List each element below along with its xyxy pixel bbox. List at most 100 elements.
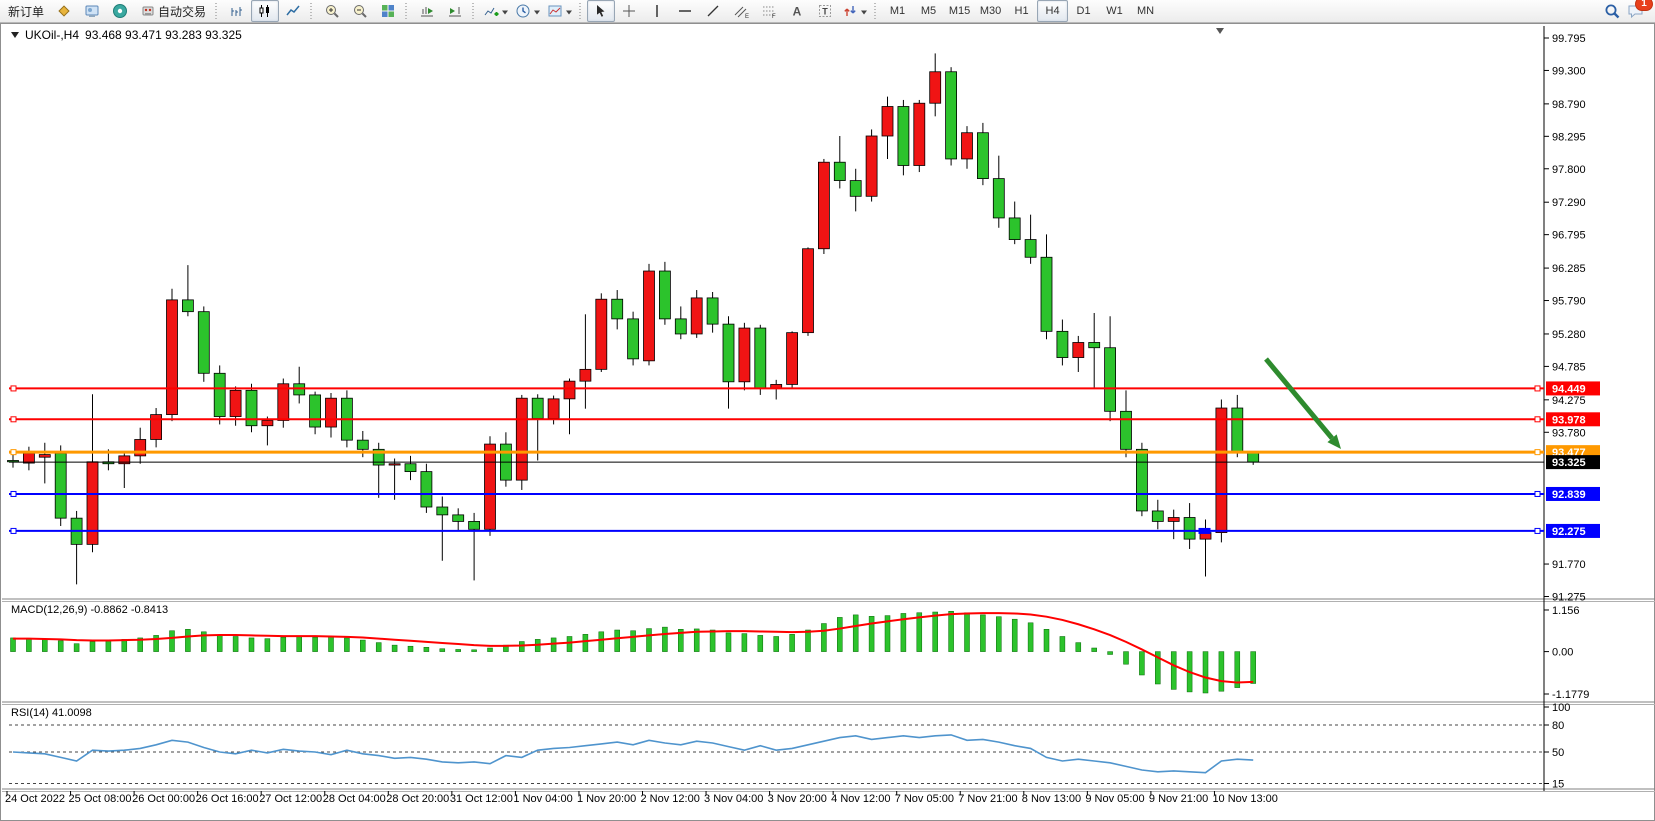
autotrading-button[interactable]: 自动交易 xyxy=(134,0,212,22)
collapse-icon[interactable] xyxy=(11,32,19,38)
timeframe-m1-button[interactable]: M1 xyxy=(889,5,906,17)
signals-button[interactable] xyxy=(106,0,134,22)
price-axis-label: 91.275 xyxy=(1552,591,1586,603)
new-order-button[interactable]: 新订单 xyxy=(2,0,50,22)
chart-shift-button[interactable] xyxy=(441,0,469,22)
price-line-badge xyxy=(1546,486,1600,501)
market-watch-button[interactable] xyxy=(78,0,106,22)
timeframe-w1-button[interactable]: W1 xyxy=(1106,5,1123,17)
candlestick-chart-button[interactable] xyxy=(251,0,280,22)
chevron-down-icon[interactable] xyxy=(534,4,541,18)
macd-histogram-bar xyxy=(360,639,366,652)
chevron-down-icon[interactable] xyxy=(566,4,573,18)
price-axis-label: 99.300 xyxy=(1552,65,1586,77)
chart-canvas[interactable]: 99.795 99.300 98.790 98.295 97.800 97.290 96.7… xyxy=(1,24,1655,821)
line-handle[interactable] xyxy=(1534,385,1541,392)
horizontal-line-button[interactable] xyxy=(671,0,699,22)
auto-scroll-button[interactable] xyxy=(413,0,441,22)
candlestick xyxy=(1072,342,1085,358)
timeframe-h1-button[interactable]: H1 xyxy=(1014,5,1029,17)
macd-histogram-bar xyxy=(280,636,287,652)
price-axis-label: 93.780 xyxy=(1552,427,1586,439)
chevron-down-icon[interactable] xyxy=(861,4,868,18)
bar-chart-button[interactable] xyxy=(223,0,251,22)
macd-histogram-bar xyxy=(1059,636,1066,652)
tile-windows-button[interactable] xyxy=(374,0,402,22)
crosshair-button[interactable] xyxy=(615,0,643,22)
arrow-object-head[interactable] xyxy=(1327,434,1341,449)
macd-histogram-bar xyxy=(948,611,954,652)
timeframe-d1-button[interactable]: D1 xyxy=(1076,5,1091,17)
search-button[interactable] xyxy=(1604,3,1621,20)
macd-histogram-bar xyxy=(121,639,128,652)
candlestick xyxy=(531,397,544,419)
arrow-object[interactable] xyxy=(1264,357,1334,440)
macd-histogram-bar xyxy=(678,629,684,652)
candlestick xyxy=(595,298,608,370)
vertical-line-button[interactable] xyxy=(643,0,671,22)
candlestick xyxy=(452,514,465,522)
macd-histogram-bar xyxy=(868,616,875,652)
indicators-icon xyxy=(483,3,499,19)
macd-histogram-bar xyxy=(789,634,795,652)
time-axis-label: 24 Oct 2022 xyxy=(5,793,65,805)
line-chart-button[interactable] xyxy=(279,0,307,22)
line-handle[interactable] xyxy=(10,385,17,392)
text-button[interactable]: A xyxy=(783,0,811,22)
price-line-badge-label: 92.275 xyxy=(1552,526,1586,538)
fibonacci-button[interactable]: F xyxy=(755,0,783,22)
time-axis-label: 31 Oct 12:00 xyxy=(450,793,513,805)
line-handle[interactable] xyxy=(10,527,17,534)
line-handle[interactable] xyxy=(10,416,17,423)
chat-button[interactable]: 1 xyxy=(1627,0,1653,19)
candlestick xyxy=(992,178,1005,219)
candlestick xyxy=(261,420,274,427)
timeframe-m5-button[interactable]: M5 xyxy=(920,5,937,17)
arrows-button[interactable] xyxy=(839,0,871,22)
line-handle[interactable] xyxy=(1534,416,1541,423)
price-axis-label: 98.295 xyxy=(1552,131,1586,143)
candles-layer xyxy=(7,53,1260,585)
line-handle[interactable] xyxy=(10,449,17,456)
line-handle[interactable] xyxy=(1534,490,1541,497)
cursor-button[interactable] xyxy=(587,0,616,22)
line-handle[interactable] xyxy=(1534,449,1541,456)
candlestick xyxy=(1088,342,1101,349)
line-handle[interactable] xyxy=(1534,527,1541,534)
line-handle[interactable] xyxy=(10,490,17,497)
trendline-button[interactable] xyxy=(699,0,727,22)
time-axis-label: 25 Oct 08:00 xyxy=(69,793,132,805)
indicators-button[interactable] xyxy=(480,0,512,22)
time-axis-label: 9 Nov 21:00 xyxy=(1149,793,1208,805)
chart-shift-marker[interactable] xyxy=(1216,28,1224,34)
candlestick xyxy=(118,455,131,465)
timeframe-mn-button[interactable]: MN xyxy=(1136,5,1155,17)
crosshair-icon xyxy=(621,3,637,19)
timeframe-m30-button[interactable]: M30 xyxy=(979,5,1002,17)
timeframe-h4-button[interactable]: H4 xyxy=(1037,0,1069,22)
timeframe-m15-button[interactable]: M15 xyxy=(948,5,971,17)
metaeditor-button[interactable] xyxy=(50,0,78,22)
periods-button[interactable] xyxy=(512,0,544,22)
text-label-button[interactable]: T xyxy=(811,0,839,22)
periods-icon xyxy=(515,3,531,19)
equidistant-channel-button[interactable]: E xyxy=(727,0,755,22)
templates-button[interactable] xyxy=(544,0,576,22)
macd-histogram-bar xyxy=(1075,642,1082,652)
macd-histogram-bar xyxy=(1043,629,1050,652)
macd-histogram-bar xyxy=(1202,651,1209,694)
macd-axis-label: -1.1779 xyxy=(1552,689,1589,701)
time-axis-label: 26 Oct 16:00 xyxy=(196,793,259,805)
macd-histogram-bar xyxy=(519,641,525,652)
zoom-out-button[interactable] xyxy=(346,0,374,22)
horizontal-line-icon xyxy=(677,3,693,19)
zoom-in-button[interactable] xyxy=(318,0,346,22)
macd-histogram-bar xyxy=(646,628,652,652)
candlestick xyxy=(929,71,942,104)
chevron-down-icon[interactable] xyxy=(502,4,509,18)
line-center-handle[interactable] xyxy=(1198,527,1211,534)
arrows-icon xyxy=(842,3,858,19)
candlestick xyxy=(1056,330,1069,358)
signals-icon xyxy=(112,3,128,19)
